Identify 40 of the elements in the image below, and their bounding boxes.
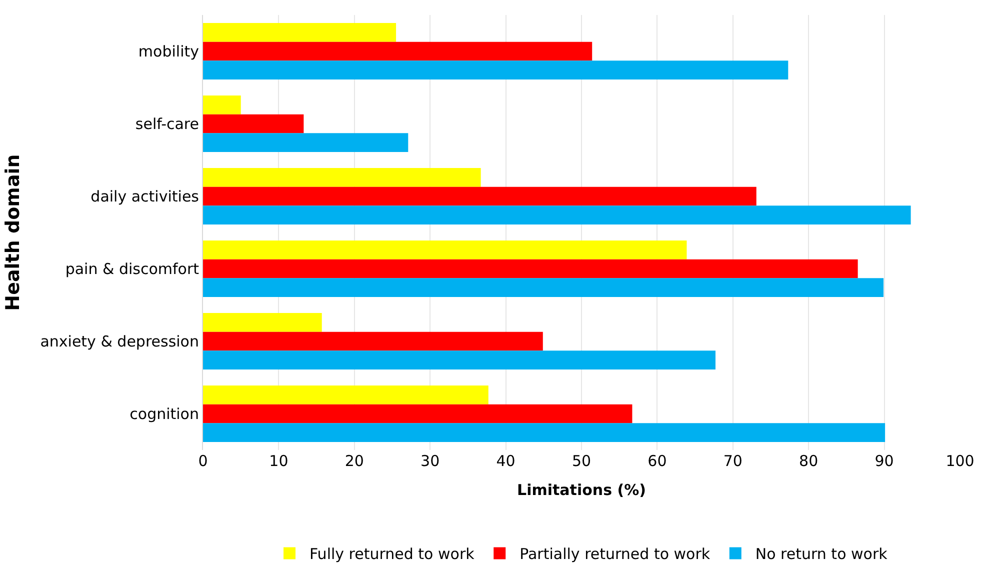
- x-tick-label: 0: [198, 452, 208, 470]
- bar: [203, 22, 396, 42]
- bar: [203, 206, 911, 225]
- bar: [203, 385, 488, 404]
- bar: [203, 42, 592, 61]
- x-tick-label: 80: [799, 452, 818, 470]
- bar: [203, 114, 304, 134]
- bar: [203, 278, 884, 298]
- bar: [203, 312, 322, 332]
- x-tick-label: 10: [269, 452, 288, 470]
- x-tick-label: 90: [874, 452, 894, 470]
- bar: [203, 186, 756, 206]
- bar: [203, 60, 788, 80]
- bar: [203, 95, 241, 114]
- bar: [203, 168, 481, 187]
- y-tick-label: self-care: [135, 115, 199, 133]
- y-tick-label: pain & discomfort: [65, 260, 200, 278]
- x-tick-label: 50: [572, 452, 592, 470]
- x-tick-label: 70: [723, 452, 742, 470]
- bar: [203, 240, 687, 260]
- bar: [203, 259, 858, 278]
- x-axis-title: Limitations (%): [517, 481, 646, 499]
- bar: [203, 133, 408, 152]
- legend-label: Fully returned to work: [310, 545, 475, 564]
- x-tick-label: 40: [496, 452, 516, 470]
- x-tick-label: 100: [946, 452, 974, 470]
- bar: [203, 404, 632, 424]
- y-axis-title: Health domain: [2, 154, 24, 311]
- x-tick-label: 20: [344, 452, 364, 470]
- legend-label: No return to work: [755, 545, 888, 564]
- y-tick-label: cognition: [130, 405, 199, 423]
- y-tick-label: mobility: [138, 42, 200, 60]
- bar: [203, 332, 543, 351]
- bar: [203, 350, 716, 370]
- x-tick-label: 30: [420, 452, 440, 470]
- x-tick-label: 60: [648, 452, 667, 470]
- y-tick-label: anxiety & depression: [40, 332, 199, 350]
- y-tick-label: daily activities: [90, 188, 200, 206]
- bar: [203, 423, 886, 442]
- legend-label: Partially returned to work: [520, 545, 710, 564]
